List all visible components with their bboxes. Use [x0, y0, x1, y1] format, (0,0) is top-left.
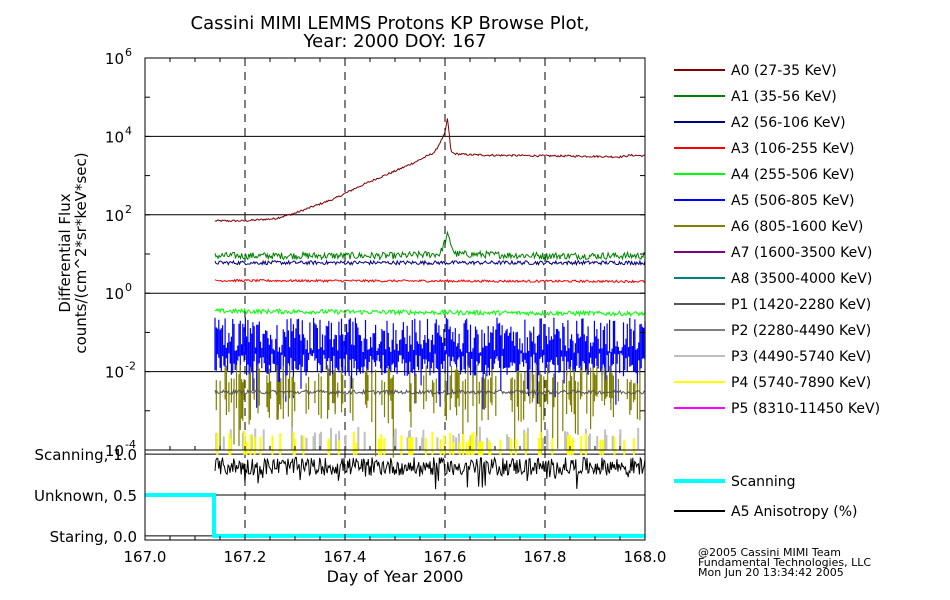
y-tick-base: 10: [105, 364, 124, 382]
y-tick-label: 10: [105, 285, 124, 303]
chart-title: Cassini MIMI LEMMS Protons KP Browse Plo…: [191, 13, 590, 34]
y-tick-label: 10: [105, 128, 124, 146]
y-tick-base: 10: [105, 128, 124, 146]
upper-series: [214, 118, 646, 458]
series-12: [216, 431, 635, 455]
legend-label: P1 (1420-2280 KeV): [731, 297, 871, 313]
series-3: [214, 278, 646, 284]
series-9: [214, 388, 646, 396]
legend-label: A1 (35-56 KeV): [731, 89, 837, 105]
x-axis-label: Day of Year 2000: [327, 567, 464, 586]
x-tick-label: 167.4: [324, 548, 367, 566]
y-tick-label: 10: [105, 50, 124, 68]
legend-label: P4 (5740-7890 KeV): [731, 375, 871, 391]
lower-panel-frame: [144, 449, 646, 541]
y-tick-exponent: 6: [125, 46, 132, 59]
legend-label: Scanning: [731, 474, 796, 490]
series-1: [214, 230, 646, 261]
state-tick-label: Scanning, 1.0: [34, 446, 137, 464]
y-tick-base: 10: [105, 207, 124, 225]
y-tick-base: 10: [105, 50, 124, 68]
legend-label: A4 (255-506 KeV): [731, 167, 854, 183]
y-tick-exponent: -2: [125, 360, 136, 373]
y-axis-label-units: counts/(cm^2*sr*keV*sec): [72, 152, 90, 353]
legend-label: A2 (56-106 KeV): [731, 115, 846, 131]
legend-label: P3 (4490-5740 KeV): [731, 349, 871, 365]
legend-label: P2 (2280-4490 KeV): [731, 323, 871, 339]
credit-line-1: @2005 Cassini MIMI Team: [698, 546, 841, 559]
credit-line-2: Fundamental Technologies, LLC: [698, 556, 871, 569]
y-tick-exponent: 0: [125, 281, 132, 294]
series-2: [214, 259, 646, 267]
y-axis-label: Differential Flux: [56, 193, 74, 312]
legend-label: A5 Anisotropy (%): [731, 504, 858, 520]
legend-label: A5 (506-805 KeV): [731, 193, 854, 209]
x-tick-label: 167.6: [424, 548, 467, 566]
series-4: [214, 307, 646, 318]
series-6: [215, 364, 641, 458]
x-tick-label: 167.0: [124, 548, 167, 566]
y-tick-label: 10: [105, 207, 124, 225]
x-tick-label: 168.0: [624, 548, 667, 566]
y-tick-label: 10: [105, 442, 124, 460]
legend-label: A0 (27-35 KeV): [731, 63, 837, 79]
y-tick-base: 10: [105, 285, 124, 303]
series-5: [214, 317, 646, 412]
y-tick-label: 10: [105, 364, 124, 382]
chart-subtitle: Year: 2000 DOY: 167: [303, 31, 487, 52]
legend-label: A8 (3500-4000 KeV): [731, 271, 872, 287]
legend-lower: Scanning A5 Anisotropy (%): [674, 474, 858, 520]
y-tick-exponent: -4: [125, 438, 136, 451]
state-tick-label: Staring, 0.0: [50, 528, 137, 546]
series-scanning: [145, 493, 645, 538]
y-tick-base: 10: [105, 442, 124, 460]
legend-upper: A0 (27-35 KeV) A1 (35-56 KeV) A2 (56-106 K…: [674, 63, 880, 417]
legend-label: A3 (106-255 KeV): [731, 141, 854, 157]
series-anisotropy: [214, 456, 646, 490]
legend-label: A7 (1600-3500 KeV): [731, 245, 872, 261]
series-0: [214, 118, 646, 223]
legend-label: A6 (805-1600 KeV): [731, 219, 863, 235]
x-tick-label: 167.8: [524, 548, 567, 566]
y-tick-exponent: 2: [125, 203, 132, 216]
legend-label: P5 (8310-11450 KeV): [731, 401, 880, 417]
credit-line-3: Mon Jun 20 13:34:42 2005: [698, 566, 844, 579]
y-tick-exponent: 4: [125, 124, 132, 137]
state-tick-label: Unknown, 0.5: [34, 487, 137, 505]
x-tick-label: 167.2: [224, 548, 267, 566]
lower-series: [145, 456, 646, 538]
